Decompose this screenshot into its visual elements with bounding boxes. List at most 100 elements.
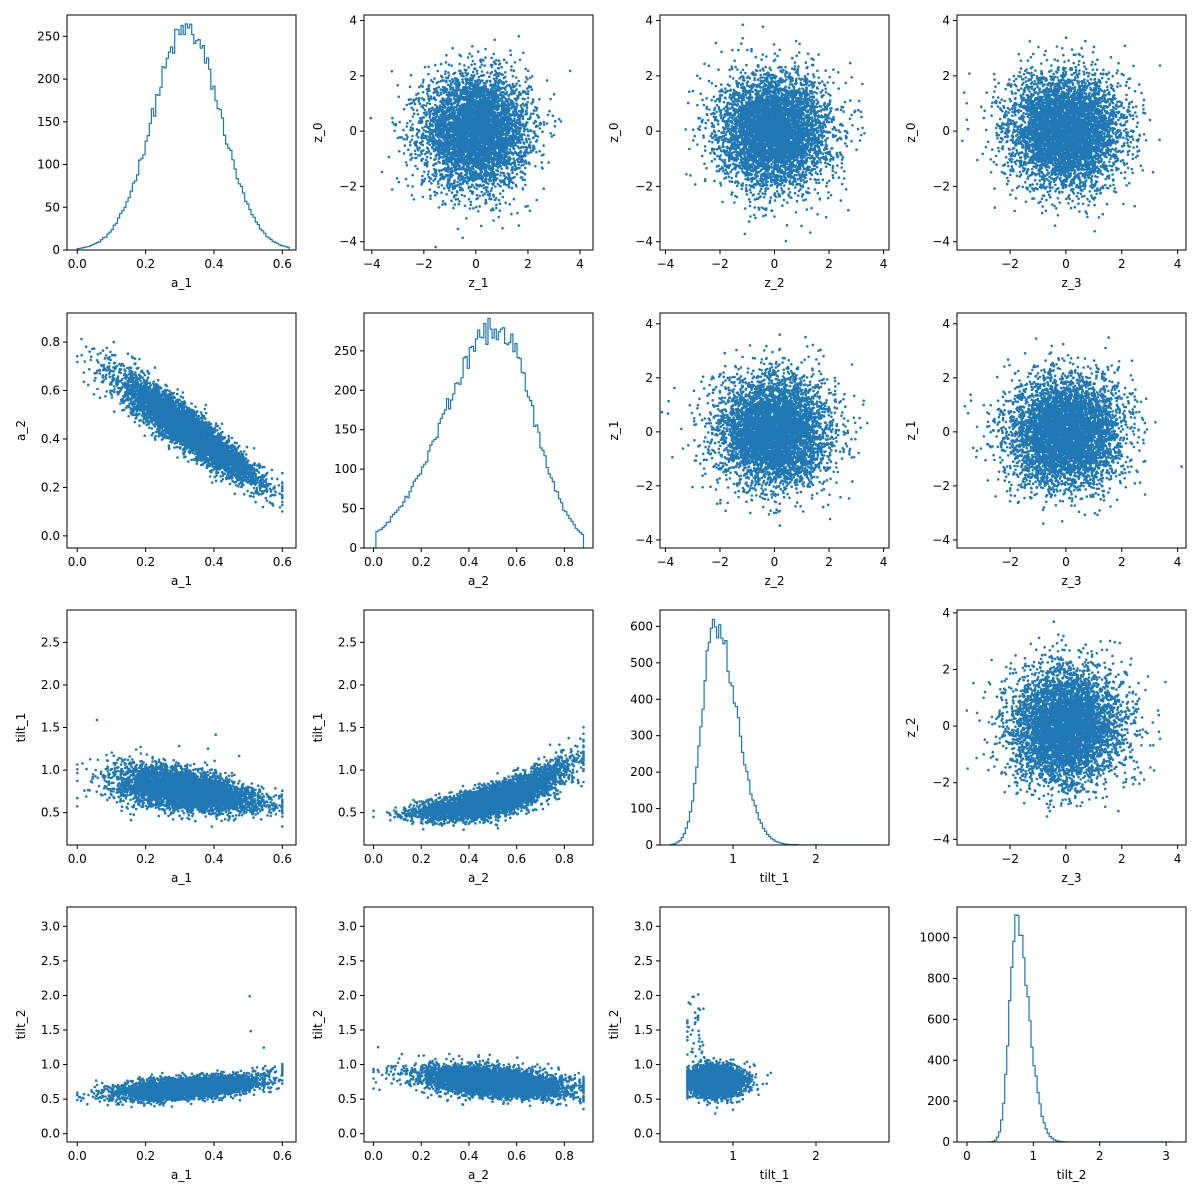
x-tick-label: 2 bbox=[825, 555, 833, 569]
x-tick-label: 0.6 bbox=[273, 1149, 292, 1163]
y-tick-label: 1.5 bbox=[41, 1023, 60, 1037]
y-tick-label: −4 bbox=[635, 235, 653, 249]
x-tick-label: 2 bbox=[524, 257, 532, 271]
y-tick-label: −2 bbox=[339, 179, 357, 193]
panel-r2c2: 1 2 0 100 200 300 400 500 600 tilt_1 bbox=[630, 609, 890, 885]
x-tick-label: 0.6 bbox=[273, 257, 292, 271]
y-tick-label: 150 bbox=[37, 115, 60, 129]
x-tick-label: 0.4 bbox=[459, 1149, 478, 1163]
axes-frame bbox=[66, 14, 297, 251]
y-axis-label: z_1 bbox=[904, 421, 918, 441]
x-tick-label: 0.4 bbox=[204, 555, 223, 569]
x-axis-label: z_3 bbox=[1062, 871, 1082, 885]
x-tick-label: 0 bbox=[771, 257, 779, 271]
x-axis-label: a_2 bbox=[468, 1168, 489, 1182]
panel-r0c0: 0.0 0.2 0.4 0.6 0 50 100 150 200 250 a_1 bbox=[37, 14, 297, 290]
y-tick-label: 1.0 bbox=[338, 1058, 357, 1072]
x-tick-label: 0.2 bbox=[136, 257, 155, 271]
x-tick-label: −2 bbox=[415, 257, 433, 271]
y-tick-label: 600 bbox=[630, 619, 653, 633]
y-tick-label: 2.0 bbox=[338, 678, 357, 692]
scatter-points bbox=[76, 337, 284, 513]
x-tick-label: 1 bbox=[729, 852, 737, 866]
panel-r2c1: 0.0 0.2 0.4 0.6 0.8 0.5 1.0 1.5 2.0 2.5 a_2 tilt_1 bbox=[311, 609, 594, 885]
y-tick-label: 0.4 bbox=[41, 432, 60, 446]
x-axis-label: tilt_1 bbox=[760, 1168, 790, 1182]
x-tick-label: 0.0 bbox=[68, 852, 87, 866]
y-tick-label: 2.0 bbox=[41, 988, 60, 1002]
y-tick-label: 0.5 bbox=[634, 1092, 653, 1106]
y-tick-label: −2 bbox=[932, 179, 950, 193]
y-tick-label: 2 bbox=[942, 69, 950, 83]
y-tick-label: 500 bbox=[630, 656, 653, 670]
x-tick-label: 0 bbox=[472, 257, 480, 271]
x-tick-label: 2 bbox=[1118, 555, 1126, 569]
x-tick-label: 4 bbox=[880, 257, 888, 271]
y-tick-label: −2 bbox=[635, 479, 653, 493]
y-tick-label: 0.2 bbox=[41, 480, 60, 494]
y-tick-label: 4 bbox=[942, 606, 950, 620]
plot-area bbox=[965, 620, 1167, 818]
axes-frame bbox=[659, 609, 890, 846]
x-tick-label: 2 bbox=[1096, 1149, 1104, 1163]
panel-r2c0: 0.0 0.2 0.4 0.6 0.5 1.0 1.5 2.0 2.5 a_1 tilt_1 bbox=[14, 609, 297, 885]
y-tick-label: 2.5 bbox=[41, 635, 60, 649]
panel-r3c1: 0.0 0.2 0.4 0.6 0.8 0.0 0.5 1.0 1.5 2.0 2.5 3.0 a_2 t… bbox=[311, 906, 594, 1182]
plot-area bbox=[76, 995, 284, 1109]
panel-r1c2: −4 −2 0 2 4 −4 −2 0 2 4 z_2 z_1 bbox=[607, 312, 890, 588]
panel-r3c0: 0.0 0.2 0.4 0.6 0.0 0.5 1.0 1.5 2.0 2.5 3.0 a_1 tilt… bbox=[14, 906, 297, 1182]
scatter-points bbox=[963, 336, 1183, 525]
y-tick-label: −2 bbox=[932, 776, 950, 790]
x-axis-label: a_1 bbox=[171, 574, 192, 588]
y-tick-label: 600 bbox=[927, 1012, 950, 1026]
y-tick-label: 3.0 bbox=[634, 919, 653, 933]
x-axis-label: a_2 bbox=[468, 574, 489, 588]
y-tick-label: 2 bbox=[645, 371, 653, 385]
x-tick-label: 0.6 bbox=[273, 555, 292, 569]
y-tick-label: 50 bbox=[342, 502, 357, 516]
plot-area bbox=[76, 337, 284, 513]
x-tick-label: 4 bbox=[1174, 257, 1182, 271]
y-tick-label: 1.0 bbox=[634, 1058, 653, 1072]
y-tick-label: 2 bbox=[942, 371, 950, 385]
y-tick-label: 0 bbox=[942, 124, 950, 138]
y-tick-label: −4 bbox=[932, 235, 950, 249]
x-tick-label: −2 bbox=[711, 555, 729, 569]
x-tick-label: 0 bbox=[1062, 555, 1070, 569]
x-tick-label: −2 bbox=[1001, 257, 1019, 271]
y-axis-label: z_2 bbox=[904, 718, 918, 738]
x-axis-label: z_2 bbox=[765, 574, 785, 588]
plot-area bbox=[372, 726, 585, 831]
y-tick-label: 400 bbox=[927, 1053, 950, 1067]
x-tick-label: 0.0 bbox=[68, 555, 87, 569]
x-tick-label: 1 bbox=[1030, 1149, 1038, 1163]
y-tick-label: 1.5 bbox=[338, 721, 357, 735]
y-tick-label: 200 bbox=[37, 72, 60, 86]
x-tick-label: 0.8 bbox=[555, 555, 574, 569]
plot-area bbox=[76, 23, 290, 250]
scatter-points bbox=[372, 1045, 585, 1111]
x-tick-label: 2 bbox=[812, 1149, 820, 1163]
y-tick-label: 4 bbox=[942, 14, 950, 28]
y-tick-label: 0 bbox=[645, 838, 653, 852]
x-tick-label: −2 bbox=[711, 257, 729, 271]
x-tick-label: 0.0 bbox=[68, 1149, 87, 1163]
y-tick-label: 200 bbox=[630, 765, 653, 779]
axes-frame bbox=[956, 312, 1187, 549]
x-tick-label: 1 bbox=[729, 1149, 737, 1163]
x-tick-label: 0.2 bbox=[136, 852, 155, 866]
y-tick-label: 1.0 bbox=[41, 763, 60, 777]
panel-r2c3: −2 0 2 4 −4 −2 0 2 4 z_3 z_2 bbox=[904, 606, 1187, 885]
x-tick-label: 4 bbox=[880, 555, 888, 569]
y-tick-label: 0 bbox=[645, 425, 653, 439]
y-axis-label: tilt_1 bbox=[14, 713, 28, 743]
y-tick-label: 200 bbox=[927, 1094, 950, 1108]
x-tick-label: 0.0 bbox=[364, 852, 383, 866]
plot-area bbox=[375, 317, 585, 548]
panel-r0c2: −4 −2 0 2 4 −4 −2 0 2 4 z_2 z_0 bbox=[607, 14, 890, 290]
y-tick-label: 0 bbox=[349, 541, 357, 555]
scatter-points bbox=[961, 36, 1162, 233]
y-axis-label: z_0 bbox=[904, 123, 918, 143]
x-axis-label: tilt_2 bbox=[1057, 1168, 1087, 1182]
scatter-points bbox=[372, 726, 585, 831]
